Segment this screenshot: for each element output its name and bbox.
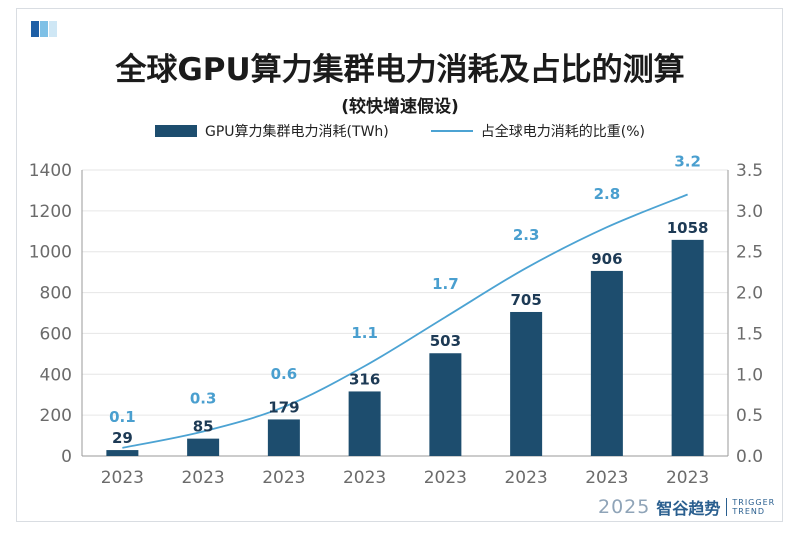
y-left-tick-label: 1400 (29, 161, 72, 181)
legend-bar-label: GPU算力集群电力消耗(TWh) (205, 124, 389, 140)
bar (267, 419, 300, 456)
y-right-tick-label: 0.5 (736, 406, 763, 426)
logo-square-icon (40, 21, 48, 37)
x-tick-label: 2023 (101, 468, 144, 488)
y-left-tick-label: 200 (40, 406, 72, 426)
x-tick-label: 2023 (343, 468, 386, 488)
bar (429, 353, 462, 456)
brand-en-line1: TRIGGER (732, 498, 776, 507)
bar (106, 450, 139, 456)
y-right-tick-label: 2.5 (736, 243, 763, 263)
brand-en: TRIGGER TREND (726, 498, 775, 516)
logo-square-icon (49, 21, 57, 37)
bar-value-label: 29 (112, 429, 133, 447)
legend-line-label: 占全球电力消耗的比重(%) (480, 124, 645, 140)
legend-item-line: 占全球电力消耗的比重(%) (430, 121, 645, 141)
y-left-tick-label: 1000 (29, 243, 72, 263)
chart-legend: GPU算力集群电力消耗(TWh) 占全球电力消耗的比重(%) (0, 121, 800, 141)
legend-bar-swatch (155, 125, 198, 137)
bar-value-label: 906 (591, 250, 622, 268)
chart-title: 全球GPU算力集群电力消耗及占比的测算 (115, 52, 685, 88)
bar (510, 311, 543, 456)
line-value-label: 0.1 (109, 408, 136, 426)
x-tick-label: 2023 (666, 468, 709, 488)
bar-value-label: 85 (193, 418, 214, 436)
legend-line-swatch (430, 130, 473, 132)
line-value-label: 0.6 (271, 365, 298, 383)
y-left-tick-label: 0 (61, 447, 72, 467)
y-left-tick-label: 1200 (29, 202, 72, 222)
brand-en-line2: TREND (732, 507, 766, 516)
bar (348, 391, 381, 456)
bar (671, 239, 704, 456)
x-tick-label: 2023 (181, 468, 224, 488)
y-right-tick-label: 2.0 (736, 284, 763, 304)
y-left-tick-label: 400 (40, 365, 72, 385)
chart-card (16, 8, 783, 522)
bar-value-label: 179 (268, 398, 299, 416)
x-tick-label: 2023 (585, 468, 628, 488)
bar-value-label: 316 (349, 370, 380, 388)
y-right-tick-label: 3.5 (736, 161, 763, 181)
brand-year: 2025 (598, 496, 651, 518)
logo-square-icon (31, 21, 39, 37)
y-left-tick-label: 600 (40, 324, 72, 344)
line-value-label: 2.8 (594, 185, 621, 203)
y-right-tick-label: 1.5 (736, 324, 763, 344)
series-line (122, 193, 688, 449)
y-left-tick-label: 800 (40, 284, 72, 304)
line-value-label: 2.3 (513, 226, 540, 244)
legend-item-bar: GPU算力集群电力消耗(TWh) (155, 121, 389, 141)
line-value-label: 3.2 (674, 153, 701, 171)
brand-name: 智谷趋势 (656, 499, 721, 518)
x-tick-label: 2023 (262, 468, 305, 488)
y-right-tick-label: 1.0 (736, 365, 763, 385)
x-tick-label: 2023 (504, 468, 547, 488)
bar-value-label: 1058 (667, 219, 709, 237)
bar (590, 270, 623, 456)
x-tick-label: 2023 (424, 468, 467, 488)
line-value-label: 0.3 (190, 389, 217, 407)
y-right-tick-label: 0.0 (736, 447, 763, 467)
chart-subtitle: (较快增速假设) (341, 97, 459, 117)
brand-logo: 2025 智谷趋势 TRIGGER TREND (598, 495, 775, 519)
line-value-label: 1.1 (351, 324, 378, 342)
y-right-tick-label: 3.0 (736, 202, 763, 222)
bar-value-label: 503 (430, 332, 461, 350)
bar-value-label: 705 (510, 291, 541, 309)
line-value-label: 1.7 (432, 275, 459, 293)
bar (187, 438, 220, 456)
